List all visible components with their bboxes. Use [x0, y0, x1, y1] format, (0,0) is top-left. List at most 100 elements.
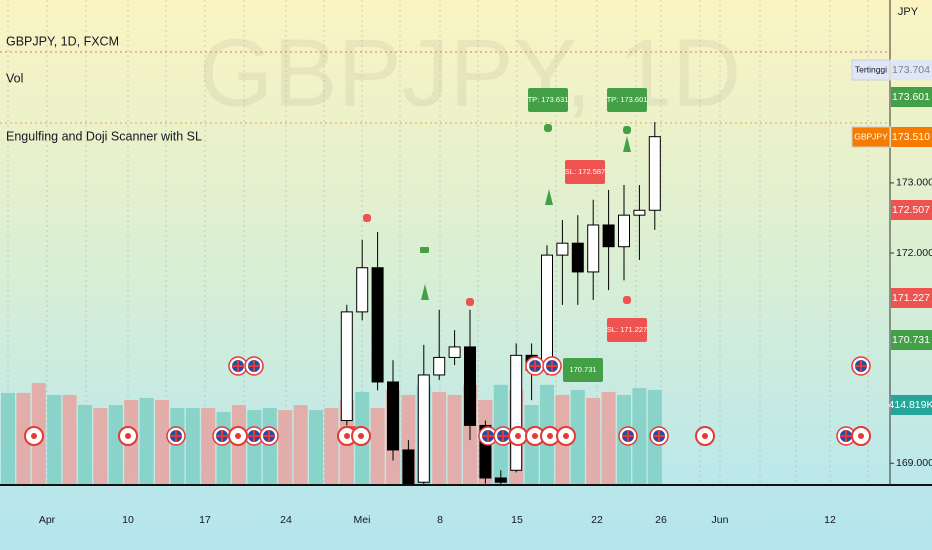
volume-bar — [216, 411, 231, 485]
price-tag-box — [851, 126, 891, 148]
price-tag: GBPJPY — [854, 131, 888, 141]
price-label: 170.731 — [892, 334, 930, 346]
annotation-text: SL: 172.587 — [565, 167, 605, 176]
y-tick-label: 173.000 — [896, 177, 932, 189]
x-tick-label: 26 — [655, 514, 667, 526]
candle-body — [541, 254, 553, 371]
event-target-dot — [702, 433, 708, 439]
event-flag-cross — [497, 430, 509, 442]
volume-bar — [370, 408, 385, 485]
indicator-legend[interactable]: Engulfing and Doji Scanner with SL — [6, 129, 202, 143]
volume-bar — [16, 392, 31, 485]
volume-bar — [201, 408, 216, 485]
event-target-dot — [532, 433, 538, 439]
volume-bar — [185, 408, 200, 485]
x-tick-label: Apr — [39, 514, 56, 526]
signal-triangle-up — [623, 136, 631, 152]
volume-bar — [108, 405, 123, 485]
x-tick-label: 15 — [511, 514, 523, 526]
price-label: 172.507 — [892, 204, 930, 216]
event-flag-cross — [482, 430, 494, 442]
price-label-box — [891, 60, 932, 80]
candle-body — [356, 267, 369, 313]
volume-bar — [278, 410, 293, 485]
candle-body — [633, 209, 646, 216]
event-target-dot — [31, 433, 37, 439]
signal-dot — [623, 296, 631, 304]
annotation-text: TP: 173.631 — [528, 95, 569, 104]
price-label: 171.227 — [892, 292, 930, 304]
symbol-title[interactable]: GBPJPY, 1D, FXCM — [6, 34, 119, 48]
volume-bar — [93, 408, 108, 485]
event-target-dot — [858, 433, 864, 439]
candle-body — [371, 267, 384, 383]
signal-triangle-up — [545, 189, 553, 205]
price-label: 414.819K — [889, 399, 932, 411]
price-label: 173.510 — [892, 131, 930, 143]
event-target-dot — [563, 433, 569, 439]
candle-body — [387, 381, 399, 451]
event-target-dot — [344, 433, 350, 439]
annotation-text: SL: 171.227 — [607, 325, 647, 334]
volume-bar — [47, 394, 62, 485]
y-tick-label: 169.000 — [896, 457, 932, 469]
watermark: GBPJPY, 1D — [199, 19, 741, 126]
volume-bar — [570, 389, 585, 485]
event-flag-cross — [232, 360, 244, 372]
volume-bar — [247, 410, 262, 485]
candle-body — [648, 136, 661, 211]
signal-dot — [363, 214, 371, 222]
event-target-dot — [235, 433, 241, 439]
annotation-box — [563, 358, 603, 382]
volume-bar — [139, 397, 154, 485]
price-label-box — [891, 288, 932, 308]
price-label-box — [891, 87, 932, 107]
annotation-text: 170.731 — [569, 365, 596, 374]
volume-bar — [62, 394, 77, 485]
volume-bar — [324, 408, 339, 485]
event-flag-cross — [546, 360, 558, 372]
candle-body — [494, 477, 507, 483]
candle-body — [510, 354, 523, 471]
candle-body — [556, 242, 569, 256]
volume-bar — [601, 391, 616, 485]
candle-body — [479, 424, 492, 479]
candle-body — [571, 242, 584, 273]
event-flag-cross — [170, 430, 182, 442]
candle-body — [602, 224, 615, 248]
x-tick-label: 8 — [437, 514, 443, 526]
annotation-box — [528, 88, 568, 112]
x-tick-label: Mei — [354, 514, 371, 526]
y-tick-label: 172.000 — [896, 247, 932, 259]
x-tick-label: Jun — [712, 514, 729, 526]
event-target-dot — [547, 433, 553, 439]
annotation-box — [565, 160, 605, 184]
signal-dot — [623, 126, 631, 134]
price-label: 173.704 — [892, 64, 930, 76]
event-flag-cross — [840, 430, 852, 442]
candle-body — [433, 356, 446, 376]
event-target-dot — [515, 433, 521, 439]
x-tick-label: 22 — [591, 514, 603, 526]
event-flag-cross — [248, 430, 260, 442]
candle-body — [448, 346, 461, 358]
price-label: 173.601 — [892, 91, 930, 103]
currency-label: JPY — [898, 6, 919, 18]
volume-bar — [1, 392, 15, 485]
price-label-box — [891, 395, 932, 415]
signal-dash — [420, 247, 429, 253]
candle-body — [618, 214, 630, 248]
event-target-dot — [125, 433, 131, 439]
volume-bar — [155, 400, 169, 485]
x-tick-label: 10 — [122, 514, 134, 526]
candle-body — [402, 449, 415, 485]
volume-bar — [293, 405, 308, 485]
x-tick-label: 24 — [280, 514, 292, 526]
event-flag-cross — [653, 430, 665, 442]
candle-body — [464, 346, 476, 426]
event-flag-cross — [855, 360, 867, 372]
event-flag-cross — [529, 360, 541, 372]
volume-bar — [586, 397, 601, 485]
volume-legend[interactable]: Vol — [6, 71, 23, 85]
